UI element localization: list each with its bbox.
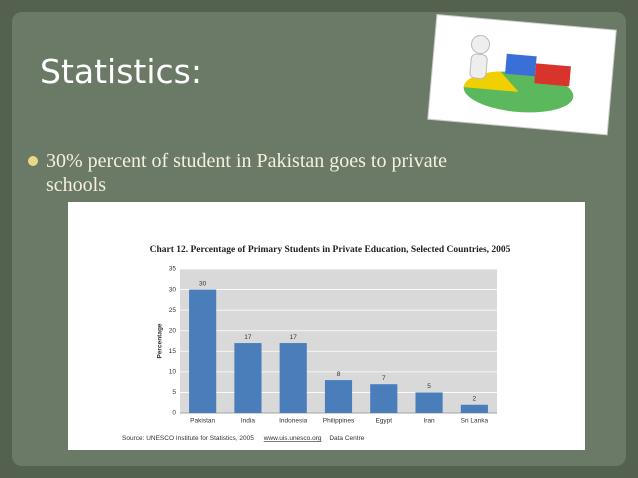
bullet-text: 30% percent of student in Pakistan goes … xyxy=(46,150,452,196)
value-label: 2 xyxy=(473,395,477,402)
y-tick-label: 30 xyxy=(169,286,177,293)
y-tick-label: 25 xyxy=(169,307,177,314)
y-tick-label: 0 xyxy=(172,410,176,417)
y-tick-label: 5 xyxy=(172,389,176,396)
chart-title: Chart 12. Percentage of Primary Students… xyxy=(150,245,511,255)
clip-art-figure xyxy=(471,34,491,54)
bullet-line: schools xyxy=(46,174,106,196)
bar xyxy=(324,380,353,413)
source-text: Source: UNESCO Institute for Statistics,… xyxy=(122,435,254,442)
source-link: www.uis.unesco.org xyxy=(263,435,322,442)
bar xyxy=(460,404,488,413)
y-tick-label: 10 xyxy=(169,369,177,376)
clip-art-figure xyxy=(469,53,488,80)
x-tick-label: Sri Lanka xyxy=(461,418,489,425)
bar xyxy=(189,289,217,413)
y-tick-label: 35 xyxy=(169,266,177,273)
x-tick-label: India xyxy=(241,418,255,425)
x-tick-label: Philippines xyxy=(323,418,355,425)
x-tick-label: Egypt xyxy=(375,418,392,425)
bullet-dot xyxy=(28,156,38,166)
value-label: 5 xyxy=(427,383,431,390)
x-tick-label: Pakistan xyxy=(190,418,215,425)
x-tick-label: Indonesia xyxy=(279,418,308,425)
value-label: 7 xyxy=(382,375,386,382)
bullet-line: 30% percent of student in Pakistan goes … xyxy=(46,150,447,172)
value-label: 30 xyxy=(199,280,207,287)
bar xyxy=(279,343,307,413)
bar xyxy=(370,384,398,413)
x-tick-label: Iran xyxy=(423,418,435,425)
slide-title: Statistics: xyxy=(40,52,202,91)
clip-art xyxy=(427,13,617,136)
clip-art-block xyxy=(534,63,571,87)
value-label: 8 xyxy=(337,371,341,378)
bar xyxy=(415,392,443,413)
value-label: 17 xyxy=(290,334,298,341)
y-tick-label: 20 xyxy=(169,327,177,334)
bar xyxy=(234,343,262,413)
source: Source: UNESCO Institute for Statistics,… xyxy=(122,435,365,442)
clip-art-block xyxy=(505,53,537,77)
value-label: 17 xyxy=(244,334,252,341)
y-axis-label: Percentage xyxy=(157,323,164,358)
source-note: Data Centre xyxy=(329,435,364,442)
y-tick-label: 15 xyxy=(169,348,177,355)
